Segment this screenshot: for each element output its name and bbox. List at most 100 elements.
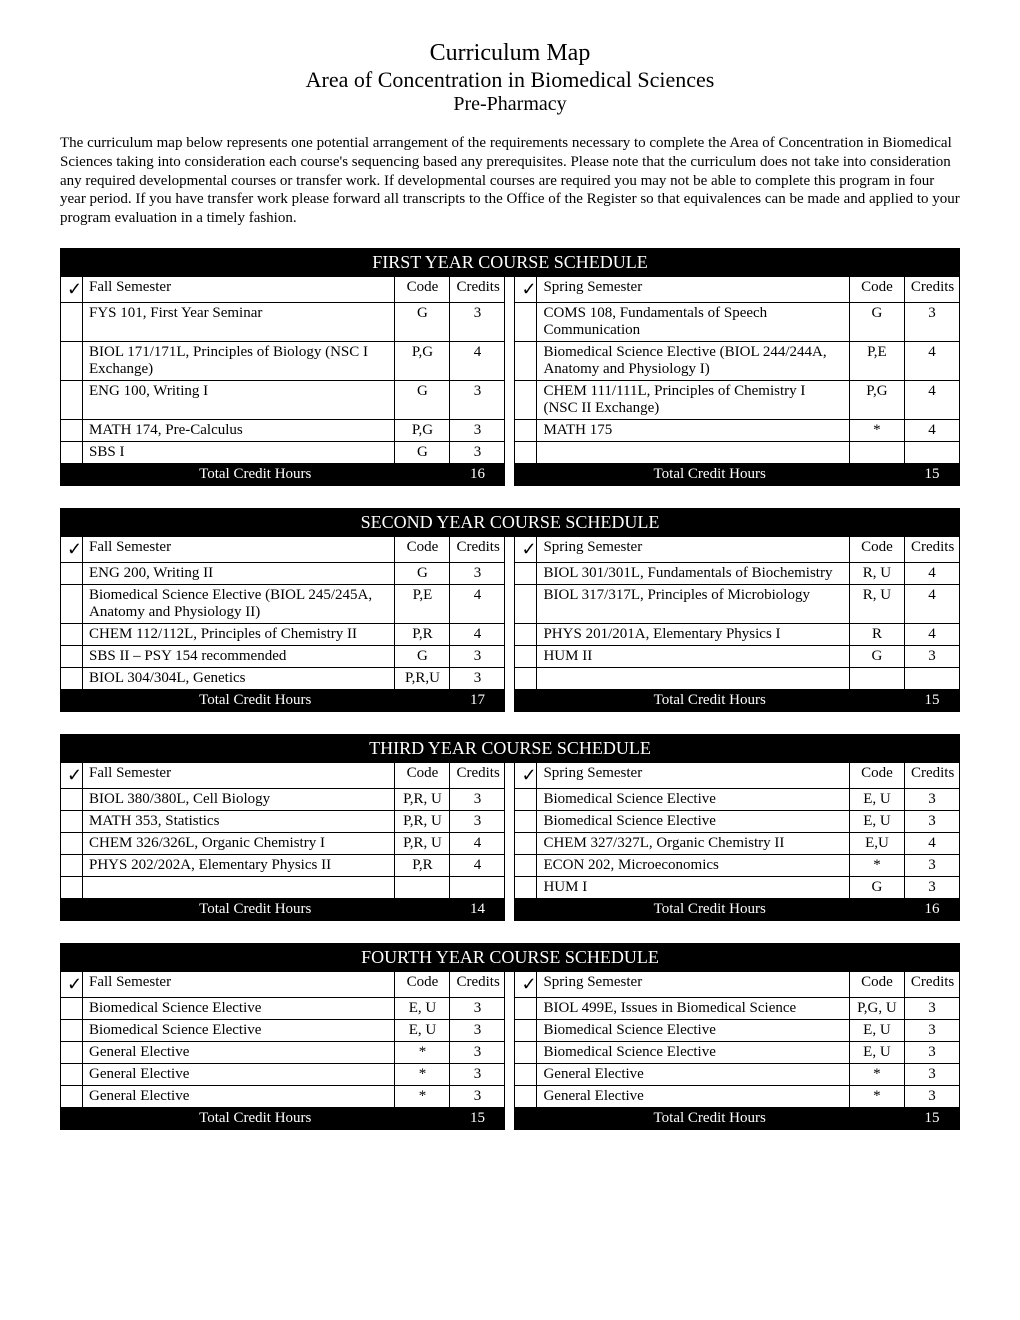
check-cell	[515, 854, 537, 876]
credits-cell: 3	[904, 997, 959, 1019]
code-cell: G	[395, 302, 450, 341]
title-block: Curriculum Map Area of Concentration in …	[60, 40, 960, 116]
check-cell	[515, 419, 537, 441]
credits-cell: 3	[904, 854, 959, 876]
course-cell: Biomedical Science Elective	[537, 1041, 849, 1063]
credits-cell: 3	[904, 788, 959, 810]
check-icon: ✓	[521, 279, 536, 299]
check-cell	[515, 876, 537, 898]
gap	[505, 997, 515, 1019]
credits-cell: 3	[450, 997, 505, 1019]
check-header: ✓	[61, 971, 83, 997]
course-cell: ECON 202, Microeconomics	[537, 854, 849, 876]
code-cell: P,G	[395, 341, 450, 380]
check-cell	[61, 302, 83, 341]
check-header: ✓	[515, 762, 537, 788]
total-value: 17	[450, 689, 505, 711]
schedule-table: SECOND YEAR COURSE SCHEDULE✓Fall Semeste…	[60, 508, 960, 712]
check-header: ✓	[515, 971, 537, 997]
year-block: SECOND YEAR COURSE SCHEDULE✓Fall Semeste…	[60, 508, 960, 712]
code-header: Code	[395, 971, 450, 997]
gap	[505, 419, 515, 441]
course-cell: BIOL 317/317L, Principles of Microbiolog…	[537, 584, 849, 623]
gap	[505, 645, 515, 667]
gap	[505, 341, 515, 380]
credits-cell: 4	[904, 380, 959, 419]
code-cell: G	[849, 302, 904, 341]
credits-cell: 3	[450, 1063, 505, 1085]
credits-header: Credits	[904, 971, 959, 997]
check-cell	[61, 1085, 83, 1107]
credits-header: Credits	[450, 971, 505, 997]
check-cell	[515, 1085, 537, 1107]
course-cell: ENG 100, Writing I	[83, 380, 395, 419]
credits-cell: 4	[904, 623, 959, 645]
total-value: 15	[904, 463, 959, 485]
check-cell	[61, 562, 83, 584]
course-cell: BIOL 499E, Issues in Biomedical Science	[537, 997, 849, 1019]
check-cell	[515, 1063, 537, 1085]
check-cell	[515, 584, 537, 623]
check-header: ✓	[515, 276, 537, 302]
check-cell	[515, 645, 537, 667]
gap	[505, 971, 515, 997]
check-icon: ✓	[67, 974, 82, 994]
code-cell: E, U	[849, 810, 904, 832]
credits-cell: 4	[450, 584, 505, 623]
course-cell: PHYS 201/201A, Elementary Physics I	[537, 623, 849, 645]
code-cell: G	[395, 380, 450, 419]
credits-cell: 4	[904, 832, 959, 854]
total-value: 14	[450, 898, 505, 920]
code-cell: P,R, U	[395, 788, 450, 810]
year-banner: FIRST YEAR COURSE SCHEDULE	[61, 248, 960, 276]
check-icon: ✓	[521, 974, 536, 994]
page-title-2: Area of Concentration in Biomedical Scie…	[60, 67, 960, 93]
tables-container: FIRST YEAR COURSE SCHEDULE✓Fall Semester…	[60, 248, 960, 1130]
total-label: Total Credit Hours	[61, 1107, 450, 1129]
code-cell	[395, 876, 450, 898]
course-cell: CHEM 326/326L, Organic Chemistry I	[83, 832, 395, 854]
check-cell	[61, 1019, 83, 1041]
fall-header: Fall Semester	[83, 536, 395, 562]
course-cell: BIOL 304/304L, Genetics	[83, 667, 395, 689]
code-cell: P,E	[849, 341, 904, 380]
course-cell: PHYS 202/202A, Elementary Physics II	[83, 854, 395, 876]
gap	[505, 441, 515, 463]
course-cell: BIOL 171/171L, Principles of Biology (NS…	[83, 341, 395, 380]
credits-header: Credits	[450, 536, 505, 562]
credits-cell: 3	[450, 1085, 505, 1107]
credits-cell: 3	[904, 876, 959, 898]
code-cell: *	[395, 1063, 450, 1085]
spring-header: Spring Semester	[537, 276, 849, 302]
code-header: Code	[849, 971, 904, 997]
course-cell: General Elective	[83, 1063, 395, 1085]
total-label: Total Credit Hours	[61, 689, 450, 711]
code-cell: G	[395, 645, 450, 667]
code-cell: E, U	[395, 1019, 450, 1041]
course-cell: BIOL 301/301L, Fundamentals of Biochemis…	[537, 562, 849, 584]
code-cell: P,R, U	[395, 810, 450, 832]
gap	[505, 898, 515, 920]
check-cell	[515, 623, 537, 645]
course-cell: HUM I	[537, 876, 849, 898]
course-cell: CHEM 327/327L, Organic Chemistry II	[537, 832, 849, 854]
course-cell: Biomedical Science Elective	[83, 997, 395, 1019]
year-block: FIRST YEAR COURSE SCHEDULE✓Fall Semester…	[60, 248, 960, 486]
check-cell	[515, 832, 537, 854]
course-cell: BIOL 380/380L, Cell Biology	[83, 788, 395, 810]
check-cell	[61, 584, 83, 623]
check-cell	[515, 341, 537, 380]
code-cell: G	[849, 876, 904, 898]
credits-cell: 3	[450, 302, 505, 341]
total-value: 15	[450, 1107, 505, 1129]
check-cell	[515, 667, 537, 689]
check-cell	[61, 441, 83, 463]
gap	[505, 1041, 515, 1063]
credits-cell: 3	[904, 1019, 959, 1041]
check-cell	[61, 380, 83, 419]
credits-cell: 3	[450, 380, 505, 419]
fall-header: Fall Semester	[83, 276, 395, 302]
course-cell: FYS 101, First Year Seminar	[83, 302, 395, 341]
code-cell: E, U	[849, 788, 904, 810]
check-header: ✓	[61, 276, 83, 302]
